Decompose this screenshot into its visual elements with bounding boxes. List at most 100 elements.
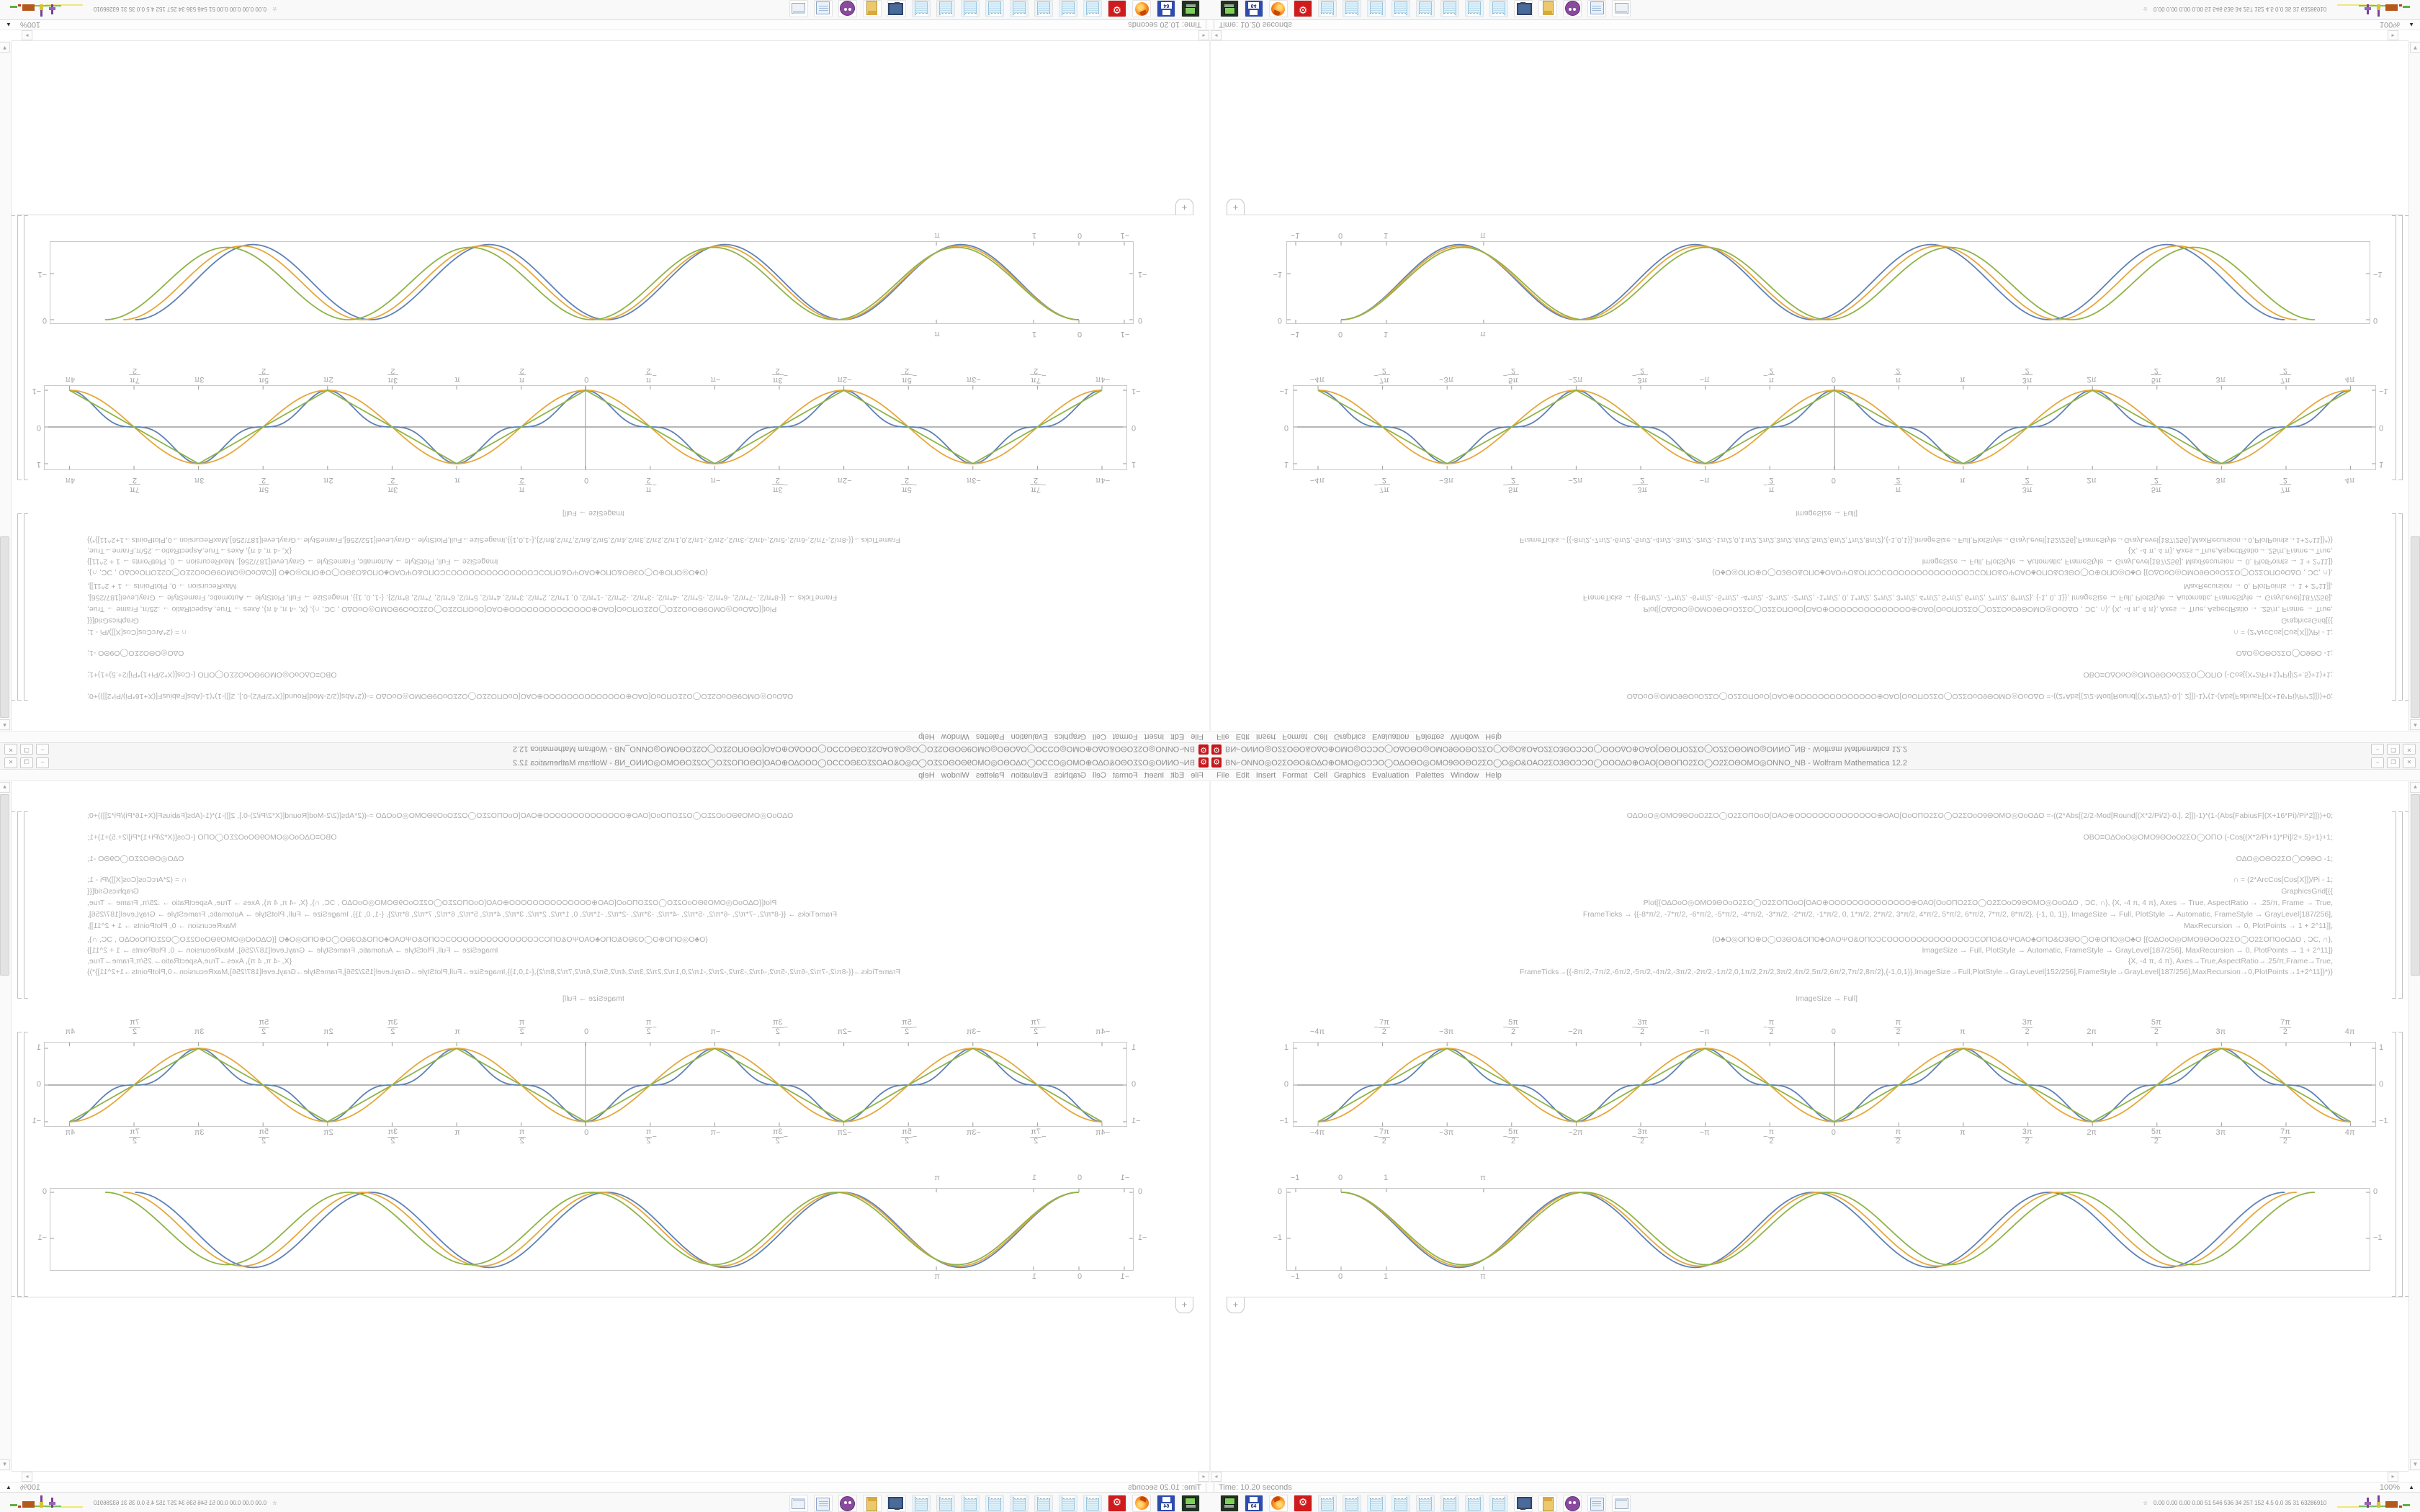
code-line[interactable]: ΟΔΟ◎ΟΘΟ2ΣΟ◯Ο9ΘΟ -1;: [2236, 855, 2333, 863]
cell-insertion-plus-button[interactable]: +: [1175, 1297, 1193, 1313]
menu-palettes[interactable]: Palettes: [1415, 770, 1445, 780]
code-line[interactable]: FrameTicks → {{-8*π/2, -7*π/2, -6*π/2, -…: [87, 910, 838, 919]
menu-graphics[interactable]: Graphics: [1054, 770, 1086, 780]
scroll-right-icon[interactable]: ▸: [2388, 1472, 2398, 1482]
notepad-icon[interactable]: [912, 1495, 931, 1512]
code-line[interactable]: ImageSize → Full, PlotStyle → Automatic,…: [1922, 946, 2333, 955]
menu-window[interactable]: Window: [941, 732, 969, 742]
menu-window[interactable]: Window: [941, 770, 969, 780]
menu-edit[interactable]: Edit: [1235, 732, 1250, 742]
menu-evaluation[interactable]: Evaluation: [1372, 732, 1410, 742]
window-titlebar[interactable]: ⚙ ΒΝ⌐ΟΝΝΟ◎Ο2ΣΟΘΟ&ΟΔΟ⊕ΟΜΟ◎ΟƆϽΟ◯ΟΔΟΘΟ◎ΟΜΟ9…: [1210, 756, 2420, 770]
scroll-icon[interactable]: [1587, 0, 1606, 17]
code-line[interactable]: Plot[{ΟΔΟοΟ◎ΟΜΟ9ΘΟοΟ2ΣΟ◯Ο2ΣΟΠΟοΟ[ΟΑΟ⊕ΟΟΟ…: [87, 605, 777, 613]
notepad-icon[interactable]: [1489, 1495, 1508, 1512]
folder-icon[interactable]: [863, 1495, 882, 1512]
code-line[interactable]: GraphicsGrid[{{: [87, 887, 139, 896]
code-line[interactable]: GraphicsGrid[{{: [87, 616, 139, 625]
scroll-icon[interactable]: [1587, 1495, 1606, 1512]
menu-format[interactable]: Format: [1282, 770, 1308, 780]
scroll-right-icon[interactable]: ▸: [22, 30, 32, 40]
code-line[interactable]: ∩ = (2*ArcCos[Cos[X]])/Pi - 1;: [87, 628, 187, 636]
magnification-dropdown-icon[interactable]: ▲: [2408, 22, 2414, 28]
monitor-icon[interactable]: [887, 1495, 906, 1512]
floppy-64-icon[interactable]: 64: [1157, 1495, 1175, 1512]
scroll-down-icon[interactable]: ▼: [0, 42, 10, 53]
notepad-icon[interactable]: [936, 1495, 955, 1512]
cell-bracket-output[interactable]: [2392, 1032, 2396, 1297]
code-line[interactable]: {X, -4 π, 4 π}, Axes→True,AspectRatio→.2…: [87, 546, 292, 555]
cell-bracket-input[interactable]: [2392, 811, 2396, 999]
code-line[interactable]: ∩ = (2*ArcCos[Cos[X]])/Pi - 1;: [2233, 876, 2333, 884]
menu-insert[interactable]: Insert: [1255, 732, 1276, 742]
notepad-icon[interactable]: [1416, 1495, 1435, 1512]
scroll-left-icon[interactable]: ◂: [1211, 1472, 1222, 1482]
code-line[interactable]: ΟΔΟοΟ◎ΟΜΟ9ΘΟοΟ2ΣΟ◯Ο2ΣΟΠΟοΟ[ΟΑΟ⊕ΟΟΟΟΟΟΟΟΟ…: [1626, 692, 2333, 701]
scroll-icon[interactable]: [814, 1495, 833, 1512]
code-line[interactable]: MaxRecursion → 0, PlotPoints → 1 + 2^11]…: [2184, 922, 2333, 930]
menu-file[interactable]: File: [1216, 770, 1229, 780]
wolfram-icon[interactable]: ⚙: [1294, 1495, 1312, 1512]
code-line[interactable]: ΟΔΟ◎ΟΘΟ2ΣΟ◯Ο9ΘΟ -1;: [87, 855, 184, 863]
floppy-64-icon[interactable]: 64: [1157, 0, 1175, 17]
code-line[interactable]: ΟΔΟ◎ΟΘΟ2ΣΟ◯Ο9ΘΟ -1;: [87, 649, 184, 657]
close-icon[interactable]: ✕: [2403, 744, 2416, 755]
code-line[interactable]: {Ο♣Ο◎ΟΠΟ⊕Ο◯Ο3ΘΟ&ΟΠΟ♣ΟΑΟΨΟ&ΟΠΟƆϹΟΟΟΟΟΟΟΟΟ…: [1712, 568, 2333, 577]
scroll-left-icon[interactable]: ◂: [1198, 30, 1209, 40]
close-icon[interactable]: ✕: [2403, 757, 2416, 768]
code-line[interactable]: GraphicsGrid[{{: [2281, 887, 2333, 896]
notepad-icon[interactable]: [936, 0, 955, 17]
cell-bracket-output-group[interactable]: [2398, 215, 2403, 480]
window-titlebar[interactable]: ⚙ ΒΝ⌐ΟΝΝΟ◎Ο2ΣΟΘΟ&ΟΔΟ⊕ΟΜΟ◎ΟƆϽΟ◯ΟΔΟΘΟ◎ΟΜΟ9…: [0, 742, 1210, 756]
code-line[interactable]: ∩ = (2*ArcCos[Cos[X]])/Pi - 1;: [87, 876, 187, 884]
restore-icon[interactable]: ❐: [2387, 757, 2400, 768]
menu-insert[interactable]: Insert: [1255, 770, 1276, 780]
cell-bracket-output[interactable]: [2392, 215, 2396, 480]
scroll-left-icon[interactable]: ◂: [1211, 30, 1222, 40]
notepad-icon[interactable]: [1083, 0, 1102, 17]
close-icon[interactable]: ✕: [4, 757, 17, 768]
floppy-64-icon[interactable]: 64: [1245, 0, 1263, 17]
notepad-icon[interactable]: [1465, 1495, 1484, 1512]
menu-file[interactable]: File: [1191, 732, 1204, 742]
menu-format[interactable]: Format: [1112, 732, 1138, 742]
code-line[interactable]: ΟΔΟοΟ◎ΟΜΟ9ΘΟοΟ2ΣΟ◯Ο2ΣΟΠΟοΟ[ΟΑΟ⊕ΟΟΟΟΟΟΟΟΟ…: [1626, 811, 2333, 820]
folder-icon[interactable]: [1538, 1495, 1557, 1512]
minimize-icon[interactable]: –: [36, 757, 49, 768]
code-line[interactable]: ΟΔΟοΟ◎ΟΜΟ9ΘΟοΟ2ΣΟ◯Ο2ΣΟΠΟοΟ[ΟΑΟ⊕ΟΟΟΟΟΟΟΟΟ…: [87, 811, 794, 820]
menu-file[interactable]: File: [1191, 770, 1204, 780]
menu-window[interactable]: Window: [1451, 732, 1479, 742]
menu-format[interactable]: Format: [1282, 732, 1308, 742]
code-line[interactable]: FrameTicks → {{-8*π/2, -7*π/2, -6*π/2, -…: [1582, 910, 2333, 919]
minimize-icon[interactable]: –: [2371, 744, 2384, 755]
notepad-icon[interactable]: [1010, 1495, 1028, 1512]
code-line[interactable]: ImageSize → Full]: [1796, 994, 1857, 1003]
code-line[interactable]: Plot[{ΟΔΟοΟ◎ΟΜΟ9ΘΟοΟ2ΣΟ◯Ο2ΣΟΠΟοΟ[ΟΑΟ⊕ΟΟΟ…: [87, 899, 777, 907]
vertical-scrollbar[interactable]: ▲ ▼: [0, 781, 12, 1471]
cell-bracket-input-group[interactable]: [2398, 811, 2403, 999]
code-line[interactable]: MaxRecursion → 0, PlotPoints → 1 + 2^11]…: [2184, 582, 2333, 590]
scroll-down-icon[interactable]: ▼: [2410, 42, 2420, 53]
firefox-icon[interactable]: [1269, 0, 1288, 17]
scroll-up-icon[interactable]: ▲: [2410, 782, 2420, 793]
code-line[interactable]: ImageSize → Full]: [563, 994, 624, 1003]
wolfram-icon[interactable]: ⚙: [1108, 0, 1126, 17]
code-line[interactable]: Plot[{ΟΔΟοΟ◎ΟΜΟ9ΘΟοΟ2ΣΟ◯Ο2ΣΟΠΟοΟ[ΟΑΟ⊕ΟΟΟ…: [1643, 605, 2333, 613]
notepad-icon[interactable]: [1416, 0, 1435, 17]
cell-bracket-input[interactable]: [24, 811, 28, 999]
window-icon[interactable]: [1612, 1495, 1631, 1512]
notepad-icon[interactable]: [1318, 0, 1337, 17]
scroll-down-icon[interactable]: ▼: [0, 1459, 10, 1470]
code-line[interactable]: {Ο♣Ο◎ΟΠΟ⊕Ο◯Ο3ΘΟ&ΟΠΟ♣ΟΑΟΨΟ&ΟΠΟƆϹΟΟΟΟΟΟΟΟΟ…: [87, 568, 708, 577]
code-line[interactable]: GraphicsGrid[{{: [2281, 616, 2333, 625]
magnification-value[interactable]: 100%: [2379, 20, 2400, 29]
notepad-icon[interactable]: [1392, 1495, 1410, 1512]
magnification-value[interactable]: 100%: [20, 20, 41, 29]
notepad-icon[interactable]: [985, 1495, 1004, 1512]
notepad-icon[interactable]: [1343, 1495, 1361, 1512]
scroll-left-icon[interactable]: ◂: [1198, 1472, 1209, 1482]
close-icon[interactable]: ✕: [4, 744, 17, 755]
cell-bracket-output[interactable]: [24, 215, 28, 480]
notepad-icon[interactable]: [1034, 1495, 1053, 1512]
vertical-scroll-thumb[interactable]: [0, 536, 9, 718]
